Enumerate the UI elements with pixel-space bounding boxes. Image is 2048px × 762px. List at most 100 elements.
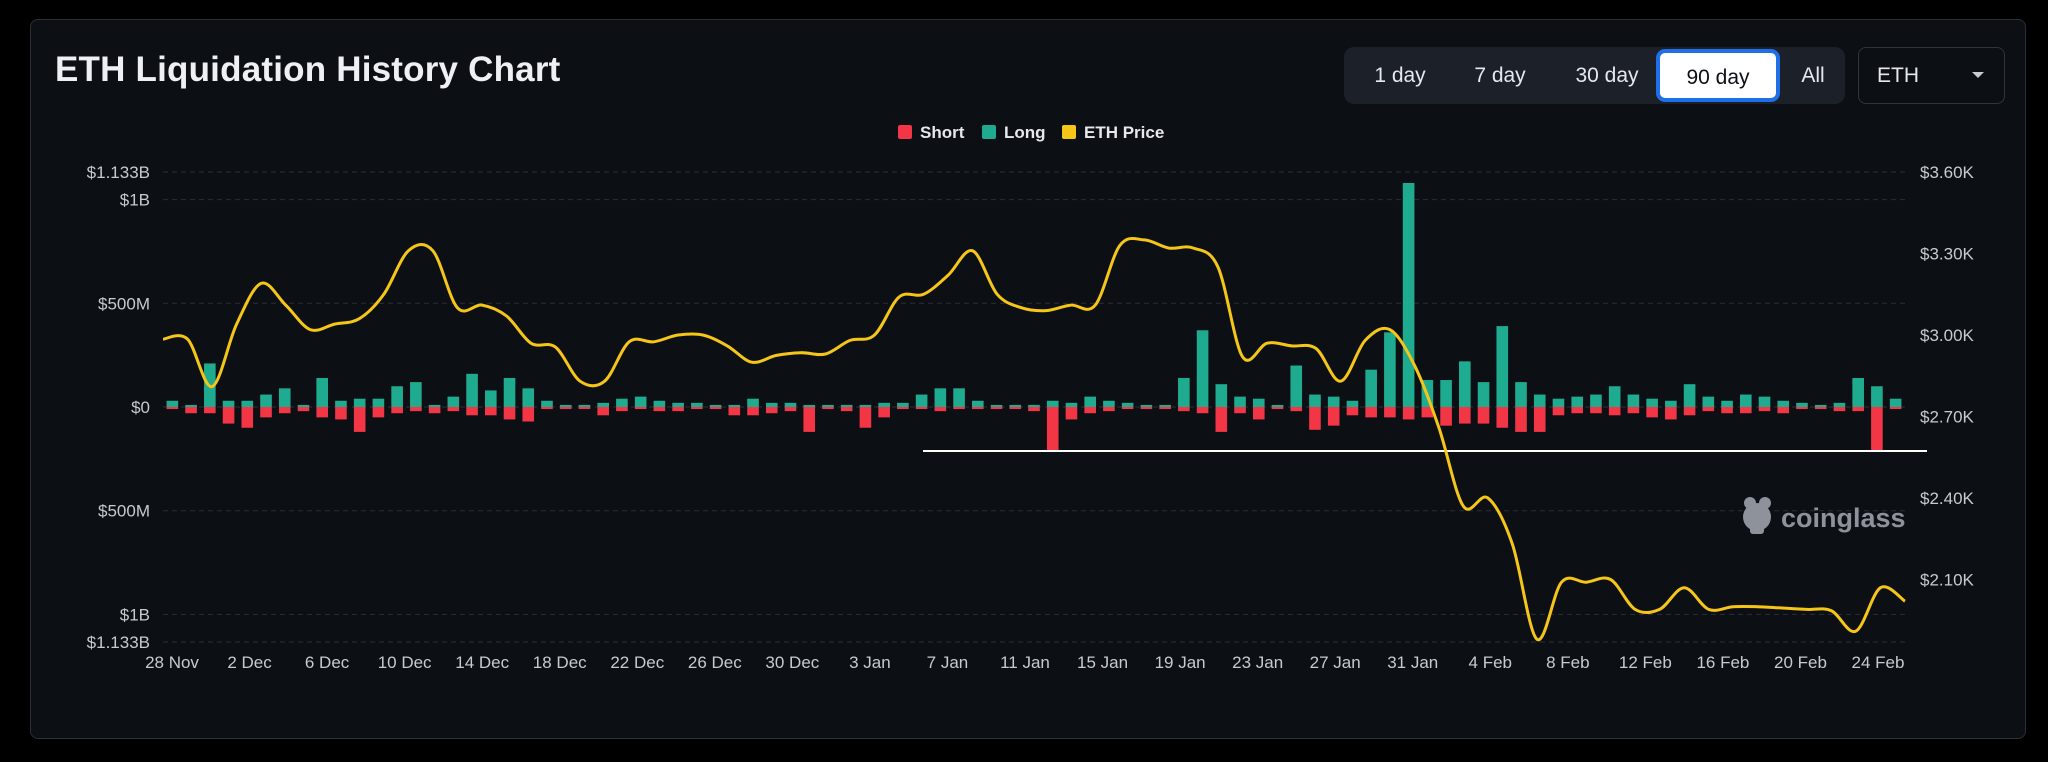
- x-axis-tick-label: 20 Feb: [1774, 653, 1827, 672]
- range-90-day-button[interactable]: 90 day: [1656, 49, 1780, 102]
- short-bar: [1608, 407, 1621, 416]
- x-axis-tick-label: 15 Jan: [1077, 653, 1128, 672]
- short-bar: [1084, 407, 1097, 414]
- short-bar: [1028, 407, 1040, 412]
- long-bar: [1889, 398, 1902, 407]
- short-bar: [503, 407, 516, 420]
- short-bar: [222, 407, 235, 424]
- chart-panel: [30, 19, 2026, 739]
- long-bar: [1852, 377, 1864, 407]
- short-bar: [278, 407, 291, 414]
- short-bar: [297, 407, 310, 412]
- short-bar: [428, 407, 441, 414]
- short-bar: [484, 407, 497, 416]
- short-bar: [653, 407, 666, 412]
- left-axis-tick-label: $1.133B: [87, 633, 150, 652]
- long-bar: [784, 402, 797, 407]
- short-bar: [897, 407, 909, 410]
- right-axis-tick-label: $2.40K: [1920, 489, 1975, 508]
- x-axis-tick-label: 8 Feb: [1546, 653, 1589, 672]
- long-bar: [672, 402, 684, 407]
- left-axis-tick-label: $1B: [120, 191, 150, 210]
- short-bar: [1103, 407, 1115, 412]
- range-7-day-button[interactable]: 7 day: [1474, 64, 1526, 87]
- long-bar: [1646, 398, 1658, 407]
- long-bar: [765, 402, 778, 407]
- left-axis-tick-label: $1.133B: [87, 163, 150, 182]
- short-bar: [1796, 407, 1808, 410]
- right-axis-tick-label: $3.30K: [1920, 245, 1975, 264]
- range-30-day-button[interactable]: 30 day: [1575, 64, 1639, 87]
- range-all-button[interactable]: All: [1801, 64, 1825, 87]
- short-bar: [1515, 407, 1527, 432]
- long-bar: [634, 396, 647, 407]
- short-bar: [784, 407, 797, 412]
- x-axis-tick-label: 7 Jan: [927, 653, 969, 672]
- short-bar: [803, 407, 816, 432]
- long-bar: [709, 404, 722, 407]
- short-bar: [1215, 407, 1228, 432]
- short-bar: [1309, 407, 1321, 430]
- asset-select[interactable]: ETH: [1858, 47, 2005, 104]
- left-axis-tick-label: $0: [131, 398, 150, 417]
- x-axis-tick-label: 6 Dec: [305, 653, 350, 672]
- short-bar: [1271, 407, 1284, 410]
- long-bar: [1477, 382, 1490, 407]
- long-bar: [1234, 396, 1246, 407]
- long-bar: [1833, 402, 1846, 407]
- long-bar: [1346, 400, 1359, 407]
- short-bar: [1252, 407, 1265, 420]
- short-bar: [260, 407, 272, 418]
- short-bar: [1852, 407, 1864, 412]
- short-bar: [691, 407, 703, 410]
- right-axis-tick-label: $3.00K: [1920, 326, 1975, 345]
- long-bar: [1665, 400, 1677, 407]
- left-axis-tick-label: $500M: [98, 294, 150, 313]
- x-axis-tick-label: 24 Feb: [1852, 653, 1905, 672]
- long-bar: [728, 404, 741, 407]
- long-bar: [1702, 396, 1715, 407]
- long-bar: [803, 404, 816, 407]
- long-bar: [466, 373, 478, 407]
- short-bar: [1140, 407, 1153, 410]
- short-bar: [372, 407, 385, 418]
- short-bar: [840, 407, 853, 412]
- x-axis-tick-label: 4 Feb: [1469, 653, 1512, 672]
- x-axis-tick-label: 31 Jan: [1387, 653, 1438, 672]
- asset-select-value: ETH: [1877, 64, 1919, 87]
- short-bar: [522, 407, 535, 422]
- x-axis-tick-label: 19 Jan: [1155, 653, 1206, 672]
- chevron-down-icon: [1972, 72, 1984, 78]
- short-bar: [541, 407, 553, 410]
- long-bar: [1196, 330, 1209, 407]
- short-bar: [1234, 407, 1246, 414]
- short-bar: [672, 407, 684, 412]
- long-bar: [934, 388, 947, 407]
- long-bar: [297, 404, 310, 407]
- short-bar: [747, 407, 759, 416]
- long-bar: [541, 400, 553, 407]
- short-bar: [597, 407, 609, 416]
- long-bar: [1758, 396, 1771, 407]
- long-bar: [391, 386, 403, 407]
- long-bar: [1796, 402, 1808, 407]
- range-1-day-button[interactable]: 1 day: [1374, 64, 1426, 87]
- long-bar: [1814, 404, 1827, 407]
- long-bar: [747, 398, 759, 407]
- left-axis-tick-label: $1B: [120, 605, 150, 624]
- long-bar: [953, 388, 965, 407]
- short-bar: [1496, 407, 1509, 428]
- long-bar: [559, 404, 572, 407]
- long-bar: [1440, 380, 1452, 407]
- long-bar: [691, 402, 703, 407]
- legend-swatch: [982, 125, 996, 139]
- short-bar: [1646, 407, 1658, 418]
- watermark-text: coinglass: [1781, 503, 1906, 533]
- legend-swatch: [1062, 125, 1076, 139]
- long-bar: [1327, 396, 1340, 407]
- short-bar: [934, 407, 947, 412]
- right-axis-tick-label: $3.60K: [1920, 163, 1975, 182]
- short-bar: [1590, 407, 1602, 414]
- short-bar: [204, 407, 216, 414]
- short-bar: [1721, 407, 1733, 414]
